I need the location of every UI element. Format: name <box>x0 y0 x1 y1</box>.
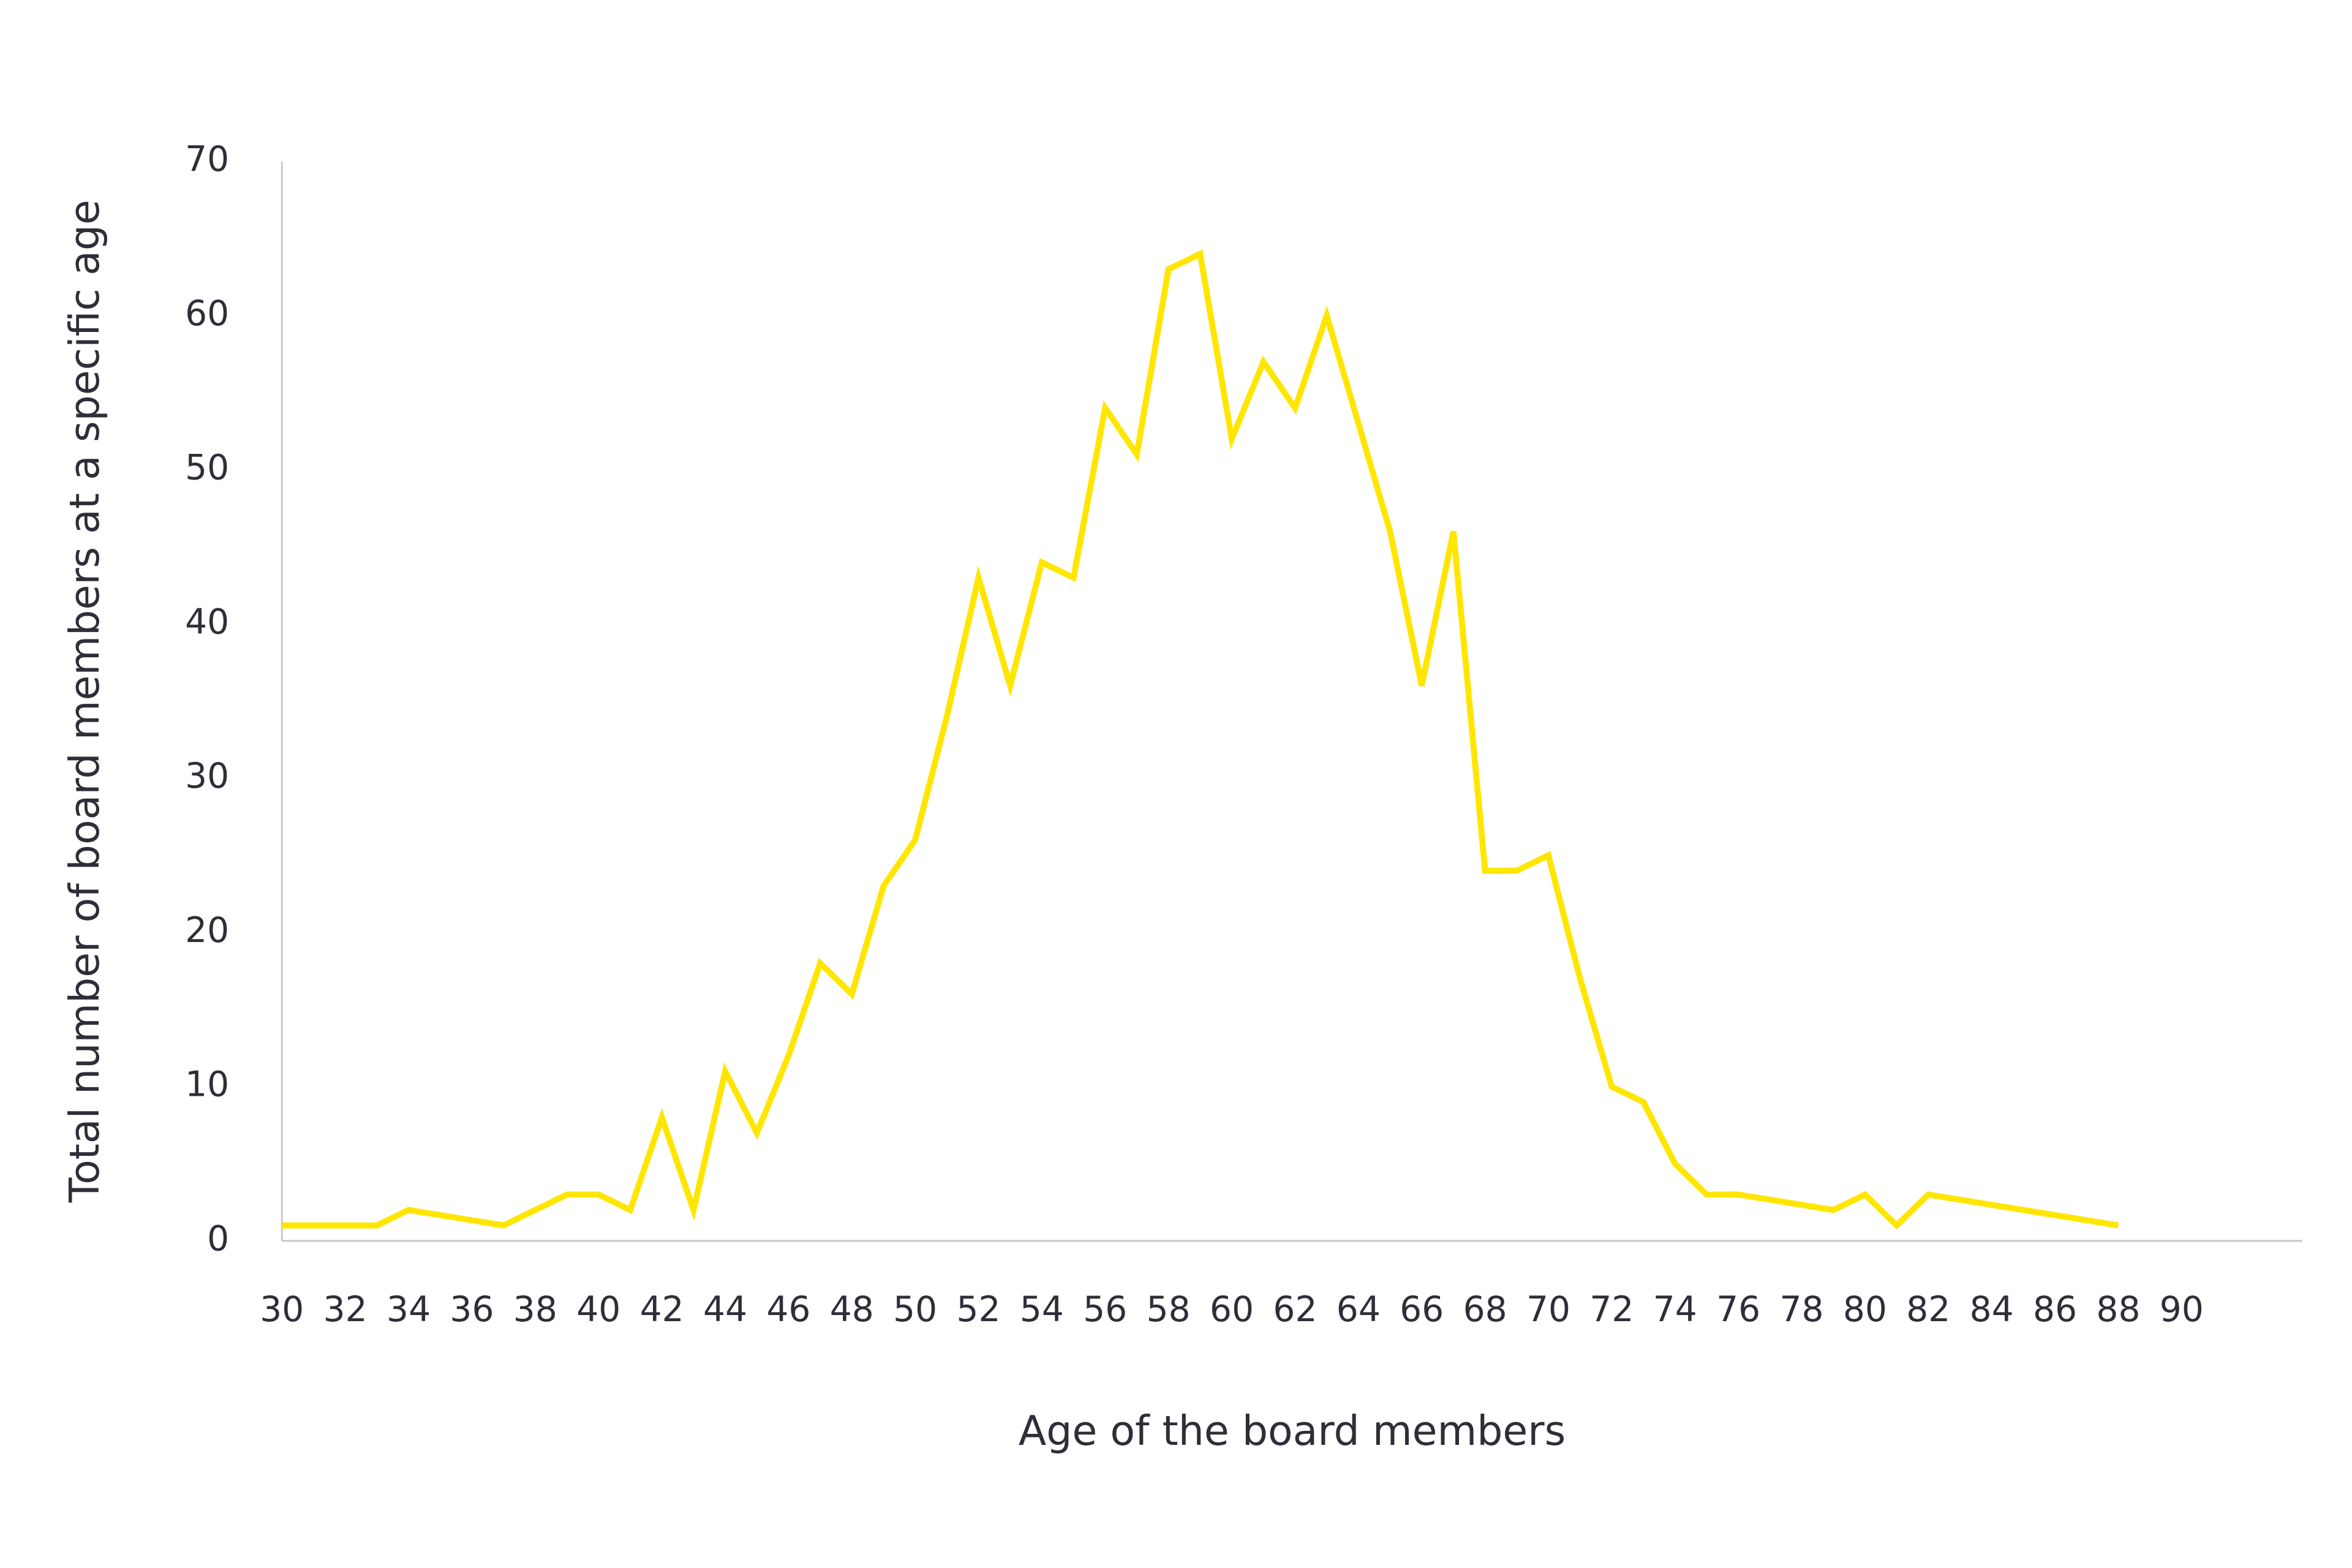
x-tick-label: 64 <box>1336 1289 1381 1330</box>
y-tick-label: 50 <box>185 448 229 488</box>
x-tick-label: 86 <box>2033 1289 2077 1330</box>
x-tick-label: 38 <box>513 1289 557 1330</box>
x-tick-label: 46 <box>766 1289 810 1330</box>
y-axis-title: Total number of board members at a speci… <box>61 200 108 1203</box>
x-tick-label: 82 <box>1906 1289 1950 1330</box>
x-tick-label: 88 <box>2096 1289 2140 1330</box>
x-tick-label: 32 <box>323 1289 368 1330</box>
x-tick-label: 48 <box>830 1289 874 1330</box>
y-tick-label: 40 <box>185 601 229 642</box>
x-tick-label: 68 <box>1463 1289 1507 1330</box>
x-tick-label: 90 <box>2160 1289 2204 1330</box>
x-tick-label: 58 <box>1147 1289 1191 1330</box>
x-tick-label: 72 <box>1589 1289 1634 1330</box>
x-tick-label: 60 <box>1210 1289 1254 1330</box>
x-tick-label: 30 <box>260 1289 304 1330</box>
y-tick-label: 20 <box>185 910 229 951</box>
x-tick-label: 36 <box>450 1289 494 1330</box>
x-tick-label: 74 <box>1653 1289 1697 1330</box>
x-tick-label: 34 <box>386 1289 431 1330</box>
x-tick-label: 44 <box>703 1289 747 1330</box>
x-tick-label: 78 <box>1780 1289 1824 1330</box>
x-tick-label: 70 <box>1526 1289 1570 1330</box>
y-tick-label: 0 <box>207 1218 229 1259</box>
x-tick-label: 62 <box>1273 1289 1317 1330</box>
x-tick-label: 50 <box>893 1289 937 1330</box>
x-tick-label: 84 <box>1970 1289 2014 1330</box>
x-tick-label: 56 <box>1083 1289 1127 1330</box>
y-tick-label: 30 <box>185 756 229 796</box>
x-tick-label: 66 <box>1400 1289 1444 1330</box>
y-tick-label: 60 <box>185 293 229 334</box>
x-tick-label: 80 <box>1843 1289 1887 1330</box>
y-tick-label: 10 <box>185 1065 229 1105</box>
x-axis-title: Age of the board members <box>1019 1407 1566 1455</box>
x-tick-label: 52 <box>957 1289 1001 1330</box>
y-tick-label: 70 <box>185 139 229 179</box>
x-tick-label: 42 <box>640 1289 684 1330</box>
x-tick-label: 40 <box>576 1289 620 1330</box>
x-tick-label: 76 <box>1716 1289 1760 1330</box>
x-tick-label: 54 <box>1020 1289 1064 1330</box>
data-line <box>282 249 2119 1230</box>
